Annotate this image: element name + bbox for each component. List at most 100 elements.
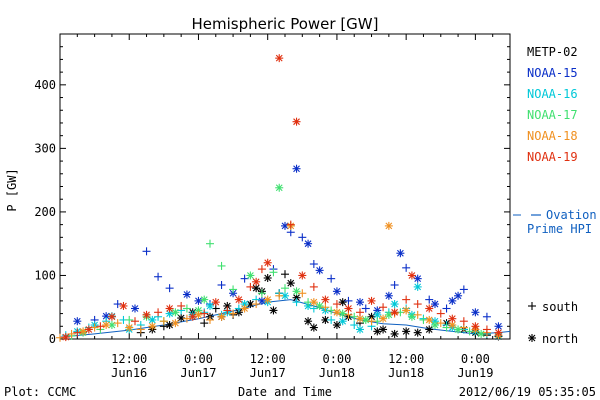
x-tick-label-time: 0:00 [322,352,351,366]
x-tick-label-date: Jun17 [250,366,286,380]
marker-stroke [189,313,197,321]
north-marker [448,296,457,305]
marker-stroke [293,165,300,173]
south-marker [350,312,359,321]
north-marker [102,321,111,330]
north-marker [200,295,209,304]
marker-stroke [264,274,272,282]
south-marker [482,325,491,334]
south-marker [217,261,226,270]
marker-stroke [241,305,249,312]
north-marker [269,306,278,315]
north-marker [332,321,341,330]
marker-stroke [391,300,399,308]
north-marker [217,312,226,321]
north-marker [384,221,393,230]
marker-stroke [408,272,416,279]
north-marker [182,290,191,299]
north-marker [425,325,434,334]
marker-stroke [495,322,502,330]
north-marker [448,321,457,330]
marker-stroke [166,305,174,312]
marker-stroke [125,324,133,331]
north-marker [315,266,324,275]
north-marker [448,314,457,323]
north-marker [275,54,284,63]
south-marker [327,306,336,315]
south-marker [327,274,336,283]
marker-stroke [391,330,399,338]
x-tick-label-date: Jun17 [180,366,216,380]
x-tick-label-date: Jun16 [111,366,147,380]
x-tick-label-time: 12:00 [388,352,424,366]
marker-stroke [356,298,364,306]
north-marker [165,321,174,330]
south-marker [413,310,422,319]
marker-stroke [218,313,225,321]
marker-stroke [206,302,214,310]
marker-stroke [120,302,127,310]
north-marker [211,298,220,307]
marker-stroke [102,321,110,329]
north-marker [407,312,416,321]
marker-stroke [402,327,410,335]
marker-stroke [333,287,341,295]
marker-stroke [252,278,260,286]
marker-stroke [183,291,191,298]
north-marker [471,308,480,317]
south-marker [56,333,64,342]
north-marker [413,328,422,337]
marker-stroke [200,296,208,303]
y-tick-label: 200 [34,205,56,219]
marker-stroke [414,275,422,283]
south-marker [459,317,468,326]
south-marker [436,319,445,328]
marker-stroke [62,333,70,341]
legend-entry-noaa-16: NOAA-16 [527,87,578,101]
north-marker [454,325,463,334]
marker-stroke [396,249,404,257]
north-marker [407,271,416,280]
x-tick-label-time: 0:00 [184,352,213,366]
north-marker [396,249,405,258]
north-marker [257,296,266,305]
north-marker [338,317,347,326]
marker-stroke [304,240,312,248]
legend-entry-noaa-15: NOAA-15 [527,66,578,80]
legend-entry-noaa-17: NOAA-17 [527,108,578,122]
x-axis-label: Date and Time [238,385,332,399]
y-tick-label: 400 [34,78,56,92]
north-marker [315,301,324,310]
footer-right: 2012/06/19 05:35:05 [459,385,596,399]
marker-stroke [385,292,393,300]
marker-stroke [448,315,456,323]
north-marker [165,304,174,313]
footer-left: Plot: CCMC [4,385,76,399]
south-marker [200,319,209,328]
marker-stroke [425,316,433,324]
marker-stroke [333,321,341,329]
marker-stroke [333,308,341,316]
south-marker [327,315,336,324]
marker-stroke [298,272,306,279]
south-marker [361,304,370,313]
marker-stroke [339,310,347,317]
marker-stroke [425,326,433,333]
marker-stroke [275,54,283,62]
north-marker [309,298,318,307]
south-marker [73,328,82,337]
marker-stroke [258,297,266,305]
south-marker [298,233,307,242]
marker-stroke [293,118,300,126]
south-marker [223,306,232,315]
north-marker [361,315,370,324]
north-marker [131,304,139,313]
north-marker [309,323,318,332]
north-marker [425,304,434,313]
marker-stroke [85,326,93,333]
x-tick-label-date: Jun18 [319,366,355,380]
south-marker [136,325,145,334]
marker-stroke [212,298,220,306]
north-marker [119,301,128,310]
south-marker [113,319,122,328]
